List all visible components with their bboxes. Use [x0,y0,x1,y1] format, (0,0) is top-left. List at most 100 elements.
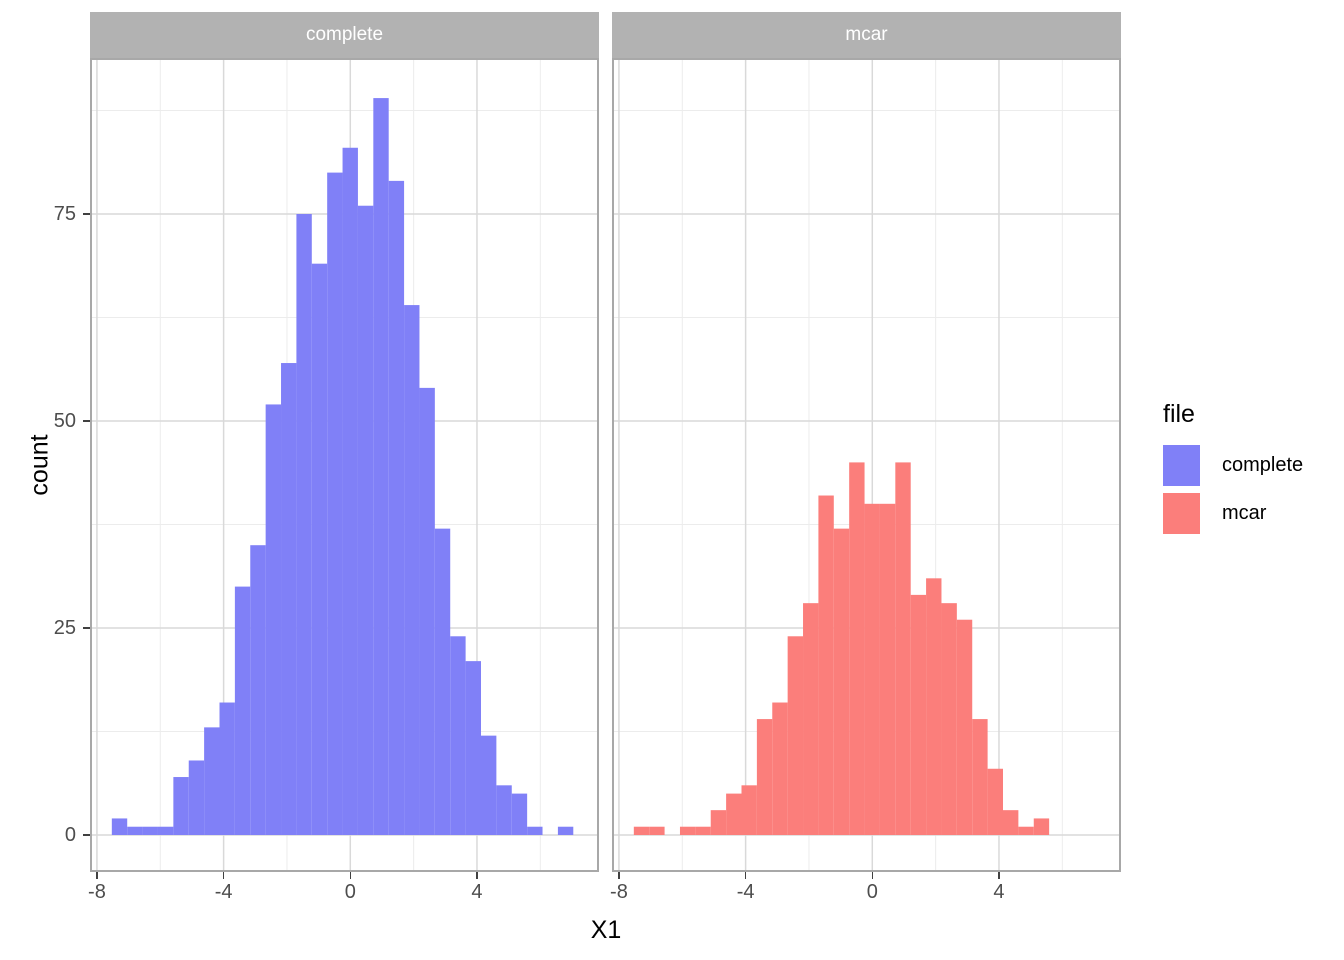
legend-item-complete: complete [1163,445,1333,486]
x-tick-mark [744,872,747,879]
histogram-bar [895,462,911,835]
legend-swatch-mcar [1163,493,1200,534]
histogram-bar [173,777,189,835]
y-tick-mark [83,420,90,422]
legend: file complete mcar [1163,400,1333,541]
histogram-bar [633,826,650,835]
histogram-bar [342,147,358,835]
histogram-bar [465,661,481,835]
panel-border [90,58,599,872]
histogram-bar [434,528,451,835]
histogram-bar [864,503,880,835]
facet-strip-mcar-label: mcar [845,24,888,45]
x-axis-title: X1 [590,916,622,944]
histogram-bar [250,545,266,835]
histogram-bar [527,826,543,835]
histogram-bar [879,503,896,835]
y-axis-title: count [25,434,54,496]
histogram-bar [265,404,282,835]
legend-label-complete: complete [1222,454,1304,476]
x-tick-mark [349,872,352,879]
histogram-bar [1033,818,1050,835]
x-tick-label: -8 [88,881,106,903]
legend-title: file [1163,400,1195,428]
histogram-bar [695,826,711,835]
histogram-bar [404,305,420,835]
x-tick-label: 0 [344,881,356,903]
histogram-bar [972,719,988,835]
x-tick-mark [222,872,225,879]
y-tick-mark [83,213,90,215]
facet-strip-complete: complete [90,12,599,58]
y-tick-label: 75 [53,203,76,225]
facet-strip-complete-label: complete [305,24,384,45]
histogram-bar [281,363,297,835]
x-tick-label: 4 [471,881,483,903]
histogram-bar [357,205,374,836]
x-tick-label: -4 [214,881,233,903]
histogram-bar [234,586,251,835]
panel-mcar-plot [612,58,1121,872]
histogram-bar [956,619,973,835]
histogram-bar [1018,826,1034,835]
histogram-bar [849,462,865,835]
histogram-bar [787,636,804,835]
histogram-bar [803,603,819,835]
histogram-bar [296,214,312,835]
y-tick-mark [83,834,90,836]
histogram-bar [772,702,788,835]
histogram-bar [450,636,466,835]
histogram-bar [157,826,174,835]
panel-complete-plot [90,58,599,872]
y-tick-label: 50 [53,410,76,432]
x-tick-label: 4 [993,881,1005,903]
histogram-bar [910,594,927,835]
x-tick-label: -8 [610,881,628,903]
histogram-bar [388,180,405,835]
x-tick-label: 0 [866,881,878,903]
x-tick-mark [871,872,874,879]
histogram-bar [311,263,328,835]
histogram-bar [373,98,389,835]
histogram-bar [496,785,512,835]
histogram-bar [219,702,235,835]
histogram-bar [833,528,850,835]
histogram-bar [987,768,1003,835]
histogram-bar [818,495,834,835]
histogram-bar [327,172,343,836]
y-tick-mark [83,627,90,629]
panel-complete [90,58,599,872]
histogram-bar [480,735,497,835]
x-tick-mark [96,872,98,879]
histogram-bar [926,578,942,835]
histogram-bar [679,826,696,835]
legend-item-mcar: mcar [1163,493,1333,534]
histogram-bar [557,826,574,835]
histogram-bar [188,760,205,835]
histogram-bar [1002,810,1019,835]
histogram-bar [142,826,158,835]
x-tick-mark [476,872,478,879]
legend-swatch-complete [1163,445,1200,486]
histogram-bar [649,826,665,835]
histogram-bar [111,818,128,835]
histogram-bar [741,785,757,835]
legend-label-mcar: mcar [1222,502,1267,524]
histogram-bar [726,793,742,835]
y-tick-label: 0 [64,824,76,846]
panel-mcar [612,58,1121,872]
histogram-bar [204,727,220,835]
histogram-bar [710,810,727,835]
panel-border [612,58,1121,872]
histogram-bar [511,793,528,835]
histogram-bar [941,603,957,835]
x-tick-mark [618,872,620,879]
x-tick-mark [998,872,1000,879]
histogram-bar [756,719,773,835]
facet-strip-mcar: mcar [612,12,1121,58]
y-tick-label: 25 [53,617,76,639]
x-tick-label: -4 [736,881,755,903]
histogram-bar [127,826,143,835]
histogram-bar [419,387,435,835]
